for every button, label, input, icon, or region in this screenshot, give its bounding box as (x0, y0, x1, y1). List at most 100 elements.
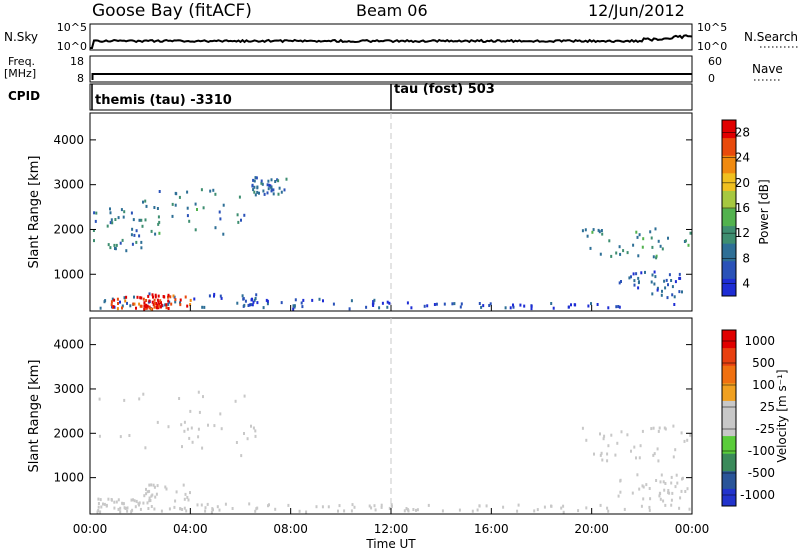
heatmap-cell (585, 506, 588, 510)
heatmap-cell (204, 506, 207, 510)
heatmap-cell (443, 302, 446, 306)
colorbar-tick-label: 16 (735, 201, 750, 215)
heatmap-cell (638, 233, 641, 237)
velocity-y-axis: 1000 2000 3000 4000 (53, 338, 692, 485)
heatmap-cell (113, 506, 116, 510)
heatmap-cell (115, 243, 118, 247)
heatmap-cell (667, 489, 670, 492)
heatmap-cell (678, 272, 681, 276)
nsearch-tick-bottom: 10^0 (697, 40, 727, 53)
heatmap-cell (478, 504, 481, 508)
heatmap-cell (154, 495, 157, 499)
heatmap-cell (353, 505, 356, 509)
heatmap-cell (114, 218, 117, 221)
heatmap-cell (220, 296, 223, 300)
heatmap-cell (562, 504, 565, 508)
heatmap-cell (119, 506, 122, 510)
heatmap-cell (124, 299, 127, 303)
heatmap-cell (502, 505, 505, 509)
heatmap-cell (550, 302, 553, 305)
heatmap-cell (689, 433, 692, 437)
heatmap-cell (155, 302, 158, 305)
heatmap-cell (99, 510, 102, 514)
heatmap-cell (280, 301, 283, 305)
velocity-cbar-label: Velocity [m s⁻¹] (775, 369, 789, 462)
heatmap-cell (181, 445, 183, 449)
heatmap-cell (150, 229, 153, 233)
heatmap-cell (183, 429, 186, 433)
heatmap-cell (105, 504, 108, 508)
colorbar-swatch (722, 120, 736, 139)
heatmap-cell (113, 298, 116, 302)
heatmap-cell (164, 485, 167, 489)
heatmap-cell (654, 275, 657, 279)
heatmap-cell (135, 306, 137, 310)
heatmap-cell (110, 303, 113, 307)
heatmap-cell (652, 426, 655, 430)
heatmap-cell (210, 510, 213, 514)
heatmap-cell (250, 424, 252, 428)
heatmap-cell (332, 302, 335, 306)
heatmap-cell (158, 190, 161, 193)
heatmap-cell (637, 276, 640, 280)
heatmap-cell (453, 302, 456, 306)
heatmap-cell (292, 304, 295, 308)
heatmap-cell (661, 247, 664, 251)
heatmap-cell (172, 294, 175, 298)
heatmap-cell (151, 300, 154, 304)
heatmap-cell (153, 304, 156, 308)
heatmap-cell (530, 304, 533, 308)
heatmap-cell (652, 453, 655, 457)
heatmap-cell (489, 302, 492, 306)
heatmap-cell (130, 211, 133, 215)
heatmap-cell (231, 507, 234, 510)
power-cbar-label: Power [dB] (757, 179, 771, 244)
colorbar-swatch (722, 330, 736, 349)
heatmap-cell (667, 283, 669, 287)
heatmap-cell (406, 508, 409, 512)
heatmap-cell (618, 281, 621, 285)
heatmap-cell (119, 300, 121, 304)
freq-unit: [MHz] (4, 67, 36, 80)
heatmap-cell (184, 295, 187, 299)
heatmap-cell (117, 302, 119, 305)
heatmap-cell (186, 496, 189, 499)
heatmap-cell (670, 503, 673, 507)
heatmap-cell (202, 395, 204, 399)
heatmap-cell (99, 306, 102, 310)
heatmap-cell (152, 483, 155, 487)
cpid-right: tau (fost) 503 (394, 82, 495, 97)
cpid-left: themis (tau) -3310 (95, 93, 232, 108)
heatmap-cell (673, 295, 676, 299)
heatmap-cell (599, 252, 602, 256)
heatmap-cell (686, 438, 689, 442)
heatmap-cell (272, 192, 275, 196)
heatmap-cell (381, 301, 384, 305)
heatmap-cell (255, 293, 258, 297)
heatmap-cell (373, 298, 376, 302)
heatmap-cell (683, 439, 686, 443)
heatmap-cell (186, 206, 189, 210)
heatmap-cell (656, 447, 659, 451)
heatmap-cell (93, 239, 95, 243)
heatmap-cell (426, 304, 429, 308)
heatmap-cell (184, 492, 187, 496)
heatmap-cell (318, 297, 321, 301)
y-tick-label: 3000 (53, 382, 84, 396)
heatmap-cell (167, 307, 170, 310)
heatmap-cell (581, 229, 584, 233)
heatmap-cell (175, 192, 178, 196)
heatmap-cell (645, 483, 648, 487)
heatmap-cell (142, 200, 144, 204)
heatmap-cell (174, 499, 177, 503)
heatmap-cell (655, 254, 658, 258)
heatmap-cell (658, 426, 661, 430)
heatmap-cell (371, 302, 374, 306)
heatmap-cell (110, 218, 113, 222)
heatmap-cell (670, 475, 673, 479)
heatmap-cell (458, 508, 461, 512)
heatmap-cell (536, 508, 539, 512)
heatmap-cell (201, 305, 204, 309)
heatmap-cell (650, 280, 653, 284)
heatmap-cell (103, 502, 106, 506)
